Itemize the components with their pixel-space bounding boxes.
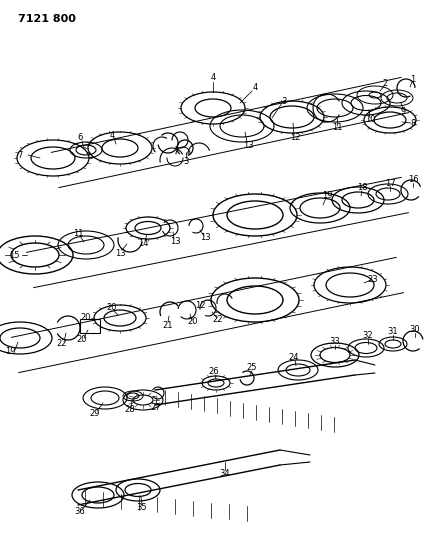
Text: 4: 4 bbox=[109, 131, 115, 140]
Text: 28: 28 bbox=[125, 406, 135, 415]
Text: 22: 22 bbox=[57, 340, 67, 349]
Text: 4: 4 bbox=[210, 74, 216, 83]
Text: 16: 16 bbox=[408, 175, 418, 184]
Text: 9: 9 bbox=[400, 108, 406, 117]
Text: 20: 20 bbox=[188, 318, 198, 327]
Text: 15: 15 bbox=[9, 252, 19, 261]
Text: 2: 2 bbox=[382, 78, 388, 87]
Text: 22: 22 bbox=[213, 316, 223, 325]
Text: 31: 31 bbox=[388, 327, 398, 336]
Text: 13: 13 bbox=[243, 141, 253, 149]
Text: 18: 18 bbox=[356, 183, 367, 192]
Text: 13: 13 bbox=[170, 238, 180, 246]
Text: 12: 12 bbox=[290, 133, 300, 142]
Text: 32: 32 bbox=[363, 332, 373, 341]
Text: 3: 3 bbox=[281, 96, 287, 106]
Text: 12: 12 bbox=[195, 301, 205, 310]
Text: 29: 29 bbox=[90, 408, 100, 417]
Text: 36: 36 bbox=[75, 507, 85, 516]
Text: 10: 10 bbox=[365, 116, 375, 125]
Text: 35: 35 bbox=[137, 504, 147, 513]
Text: 30: 30 bbox=[410, 326, 420, 335]
Text: 7: 7 bbox=[17, 150, 23, 159]
Text: 13: 13 bbox=[199, 233, 210, 243]
Text: 11: 11 bbox=[332, 124, 342, 133]
Text: 25: 25 bbox=[247, 364, 257, 373]
Text: 23: 23 bbox=[368, 274, 378, 284]
Text: 27: 27 bbox=[151, 402, 161, 411]
Text: 20: 20 bbox=[107, 303, 117, 312]
Text: 3: 3 bbox=[183, 157, 189, 166]
Text: 8: 8 bbox=[410, 118, 416, 127]
Text: 34: 34 bbox=[220, 469, 230, 478]
Text: 26: 26 bbox=[208, 367, 219, 376]
Text: 24: 24 bbox=[289, 352, 299, 361]
Text: 11: 11 bbox=[73, 230, 83, 238]
Text: 19: 19 bbox=[5, 348, 15, 357]
Text: 1: 1 bbox=[411, 75, 416, 84]
Text: 4: 4 bbox=[252, 84, 258, 93]
Text: 13: 13 bbox=[115, 248, 125, 257]
Text: 20: 20 bbox=[81, 313, 91, 322]
Text: 21: 21 bbox=[163, 320, 173, 329]
Text: 17: 17 bbox=[385, 179, 395, 188]
Text: 7121 800: 7121 800 bbox=[18, 14, 76, 24]
Text: 14: 14 bbox=[138, 239, 148, 248]
Text: 20: 20 bbox=[77, 335, 87, 344]
Text: 19: 19 bbox=[322, 190, 332, 199]
Text: 6: 6 bbox=[77, 133, 83, 142]
Text: 33: 33 bbox=[329, 337, 340, 346]
